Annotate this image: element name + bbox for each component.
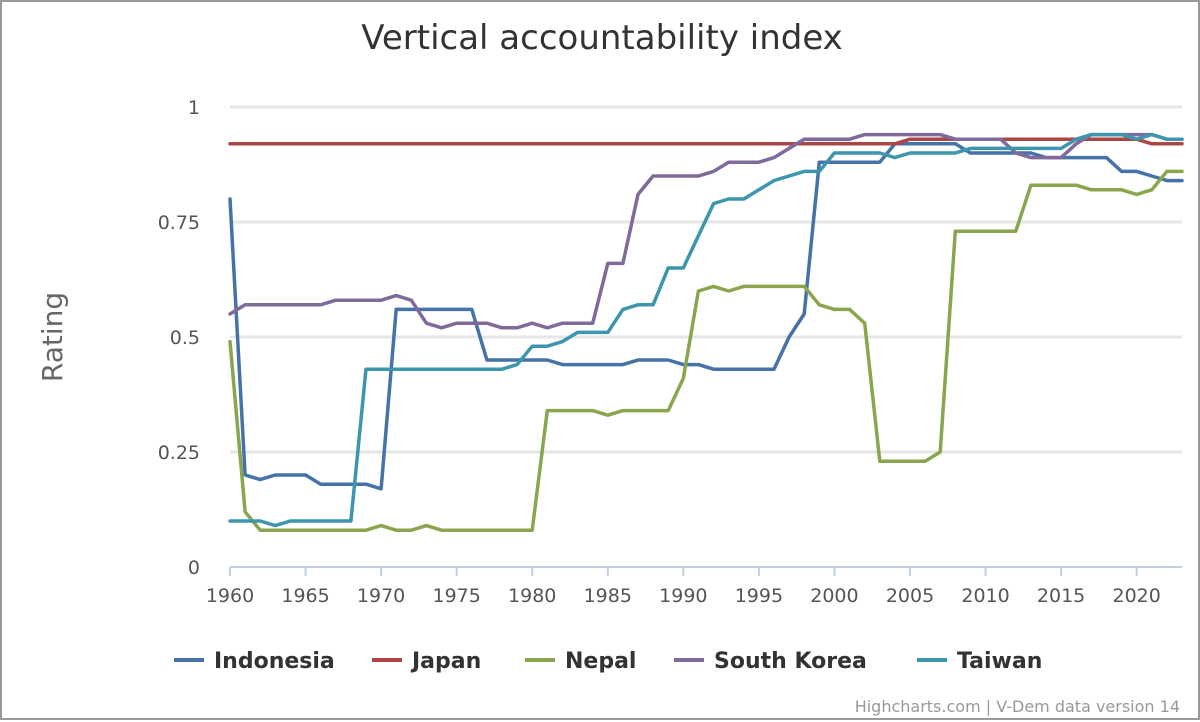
x-tick-label: 1975	[432, 585, 480, 607]
y-axis: 0 0.25 0.5 0.75 1	[158, 97, 200, 579]
x-tick-label: 2000	[810, 585, 858, 607]
legend-label: Nepal	[565, 649, 636, 674]
x-tick-label: 1985	[584, 585, 632, 607]
x-tick-label: 1970	[357, 585, 405, 607]
series-line-nepal[interactable]	[228, 169, 1184, 532]
y-tick-label: 0.25	[158, 442, 200, 464]
series-line-taiwan[interactable]	[228, 132, 1184, 528]
credits-text[interactable]: Highcharts.com | V-Dem data version 14	[855, 697, 1180, 716]
x-tick-label: 2015	[1037, 585, 1085, 607]
x-tick-label: 1990	[659, 585, 707, 607]
legend-label: Japan	[410, 649, 481, 674]
series-lines	[228, 132, 1184, 532]
legend-item-indonesia[interactable]: Indonesia	[174, 649, 335, 674]
y-tick-label: 1	[188, 97, 200, 119]
x-tick-label: 1960	[206, 585, 254, 607]
legend-item-south-korea[interactable]: South Korea	[674, 649, 867, 674]
x-tick-label: 1965	[281, 585, 329, 607]
y-axis-label: Rating	[36, 292, 69, 382]
legend-label: South Korea	[714, 649, 867, 674]
series-line-indonesia[interactable]	[228, 142, 1184, 491]
legend-item-nepal[interactable]: Nepal	[525, 649, 636, 674]
legend-label: Taiwan	[957, 649, 1042, 674]
legend-label: Indonesia	[214, 649, 335, 674]
legend-item-japan[interactable]: Japan	[372, 649, 481, 674]
y-tick-label: 0.5	[170, 327, 200, 349]
x-tick-label: 2005	[886, 585, 934, 607]
x-axis: 1960 1965 1970 1975 1980 1985 1990 1995 2000 2005…	[206, 566, 1182, 607]
series-line-japan[interactable]	[228, 137, 1184, 146]
y-tick-label: 0.75	[158, 212, 200, 234]
chart-title: Vertical accountability index	[361, 18, 843, 58]
x-tick-label: 2020	[1112, 585, 1160, 607]
legend-item-taiwan[interactable]: Taiwan	[917, 649, 1042, 674]
x-tick-label: 1980	[508, 585, 556, 607]
x-tick-label: 1995	[735, 585, 783, 607]
y-tick-label: 0	[188, 557, 200, 579]
legend[interactable]: Indonesia Japan Nepal South Korea Taiwan	[174, 649, 1042, 674]
series-line-south-korea[interactable]	[228, 132, 1184, 330]
x-tick-label: 2010	[961, 585, 1009, 607]
